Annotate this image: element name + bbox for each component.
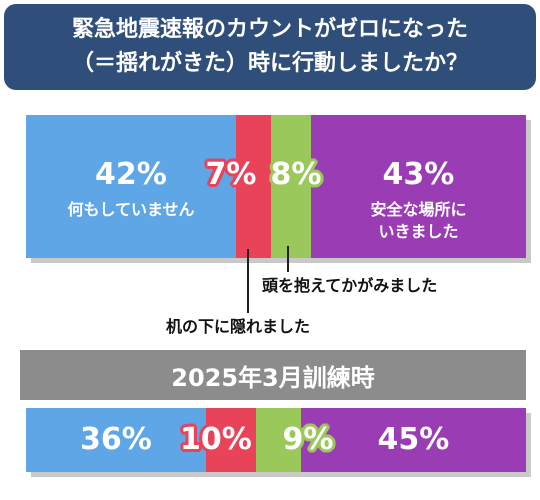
segment-label-safe-place: 安全な場所に いきました: [370, 200, 467, 241]
pct-label-safe-place: 43%: [382, 157, 455, 192]
bar-segment-safe-place: [311, 115, 526, 258]
pct-label-under-desk: 7%: [205, 157, 257, 192]
chart-title: 緊急地震速報のカウントがゼロになった （＝揺れがきた）時に行動しましたか？: [4, 4, 536, 90]
chart-title-line1: 緊急地震速報のカウントがゼロになった: [71, 17, 468, 42]
annotation-under-desk: 机の下に隠れました: [166, 317, 311, 336]
chart-title-line2: （＝揺れがきた）時に行動しましたか？: [71, 51, 468, 76]
pct-label-nothing: 42%: [95, 157, 167, 192]
sub-chart-title: 2025年3月訓練時: [20, 350, 526, 400]
pct-label-protect-head: 8%: [270, 157, 322, 192]
pct-label-under-desk: 10%: [180, 422, 252, 457]
bar-segment-under-desk: [236, 115, 271, 258]
bar-segment-protect-head: [256, 408, 301, 472]
bar-segment-protect-head: [271, 115, 311, 258]
pct-label-protect-head: 9%: [282, 422, 334, 457]
leader-line-under-desk: [247, 249, 249, 313]
leader-line-protect-head: [287, 246, 289, 272]
annotation-protect-head: 頭を抱えてかがみました: [262, 276, 438, 295]
sub-stacked-bar: 36% 10% 9% 45%: [26, 408, 526, 472]
main-stacked-bar: 42% 7% 8% 43% 何もしていません 安全な場所に いきました: [26, 115, 526, 258]
bar-segment-nothing: [26, 115, 236, 258]
pct-label-nothing: 36%: [80, 422, 152, 457]
segment-label-nothing: 何もしていません: [67, 200, 195, 219]
pct-label-safe-place: 45%: [377, 422, 450, 457]
bar-segment-safe-place: [301, 408, 526, 472]
bar-segment-nothing: [26, 408, 206, 472]
bar-segment-under-desk: [206, 408, 256, 472]
